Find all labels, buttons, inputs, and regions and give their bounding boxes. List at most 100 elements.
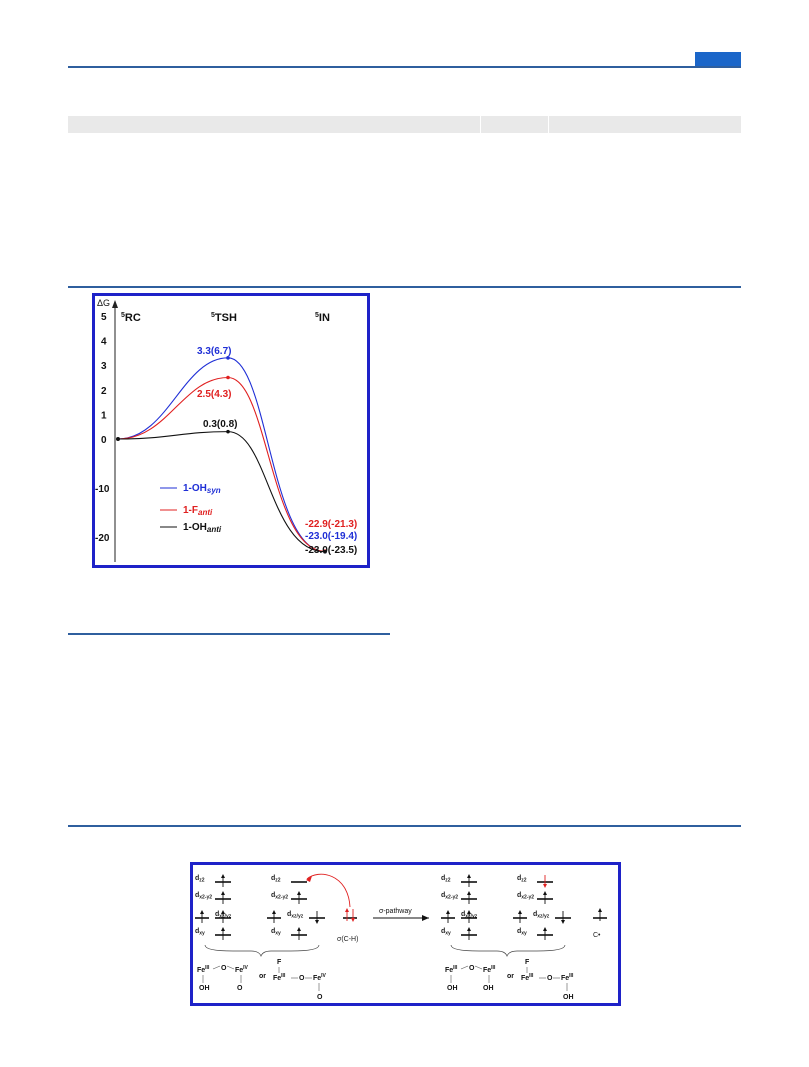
electron-arrowhead [221, 927, 225, 931]
orbital-brace [450, 944, 566, 957]
y-tick-label: -20 [95, 533, 110, 544]
y-tick-label: 3 [101, 361, 107, 372]
orbital-label: dxy [195, 928, 205, 937]
category-label-sup: 5 [315, 312, 319, 319]
orbital-label-sub: x2-y2 [275, 895, 288, 901]
orbital-label: dxy [517, 928, 527, 937]
orbital-label-main: d [271, 875, 275, 882]
electron-arrowhead [446, 910, 450, 914]
or-label: or [259, 973, 266, 980]
orbital-label: dx2-y2 [195, 892, 212, 901]
legend-entry-sub: anti [198, 508, 213, 517]
header-rule [68, 66, 741, 68]
fe-symbol: Fe [273, 975, 281, 982]
y-axis-arrow [112, 300, 118, 308]
fe-label: FeIII [521, 973, 534, 982]
data-label: -22.9(-21.3) [305, 519, 357, 530]
orbital-brace [204, 944, 320, 957]
oxo-label: O [299, 975, 305, 982]
section-rule [68, 825, 741, 827]
page-tab-marker [695, 52, 741, 66]
orbital-label-main: d [195, 928, 199, 935]
orbital-label-main: d [441, 892, 445, 899]
fe-label: FeIV [235, 965, 249, 974]
fe-oxidation-state: III [205, 965, 210, 971]
terminal-ligand-label: O [237, 985, 243, 992]
fe-oxidation-state: III [569, 973, 574, 979]
category-label: 5TSH [211, 312, 237, 324]
orbital-label-main: d [271, 928, 275, 935]
fe-symbol: Fe [483, 967, 491, 974]
section-rule [68, 286, 741, 288]
electron-arrowhead [467, 891, 471, 895]
data-label: 0.3(0.8) [203, 419, 237, 430]
or-label: or [507, 973, 514, 980]
fe-oxidation-state: III [281, 973, 286, 979]
legend-entry-main: 1-F [183, 505, 198, 516]
orbital-label-main: d [195, 875, 199, 882]
orbital-label-sub: xy [445, 931, 451, 937]
data-point [226, 429, 230, 434]
fe-iii-label: FeIII [445, 965, 458, 974]
legend-entry-sub: syn [207, 486, 221, 495]
electron-arrowhead [297, 891, 301, 895]
orbital-label-main: d [441, 875, 445, 882]
pathway-label: σ-pathway [379, 908, 412, 915]
category-label-sup: 5 [121, 312, 125, 319]
oxo-label: O [221, 965, 227, 972]
orbital-label-sub: z2 [445, 878, 451, 884]
fe-label: FeIII [273, 973, 286, 982]
y-tick-label: 2 [101, 386, 107, 397]
bond [460, 965, 469, 970]
fluoro-label: F [277, 959, 282, 966]
category-label: 5RC [121, 312, 141, 324]
table-header-band [68, 116, 741, 133]
orbital-label-sub: z2 [199, 878, 205, 884]
hydroxo-label: OH [447, 985, 458, 992]
fe-iii-label: FeIII [197, 965, 210, 974]
fe-symbol: Fe [197, 967, 205, 974]
orbital-label-sub: xy [275, 931, 281, 937]
orbital-label-sub: z2 [275, 878, 281, 884]
oxo-label: O [469, 965, 475, 972]
orbital-label: dxy [271, 928, 281, 937]
orbital-label-sub: x2-y2 [521, 895, 534, 901]
orbital-label-main: d [215, 911, 219, 918]
table-column-divider [480, 116, 481, 133]
y-tick-label: 5 [101, 312, 107, 323]
orbital-label-sub: z2 [521, 878, 527, 884]
orbital-label-main: d [517, 875, 521, 882]
fluoro-label: F [525, 959, 530, 966]
orbital-label: dxz/yz [287, 911, 304, 920]
data-point [226, 375, 230, 380]
electron-arrowhead [221, 891, 225, 895]
pathway-arrowhead [422, 915, 429, 921]
orbital-label: dxy [441, 928, 451, 937]
legend-entry-main: 1-OH [183, 483, 207, 494]
legend-entry: 1-OHanti [183, 522, 222, 534]
y-axis-label: ΔG [97, 298, 110, 308]
orbital-label-sub: xy [199, 931, 205, 937]
y-tick-label: 1 [101, 410, 107, 421]
orbital-label-main: d [441, 928, 445, 935]
orbital-label-main: d [287, 911, 291, 918]
orbital-label-sub: xz/yz [291, 914, 303, 920]
legend-entry-main: 1-OH [183, 522, 207, 533]
orbital-label-sub: xz/yz [465, 914, 477, 920]
terminal-ligand-label: OH [483, 985, 494, 992]
orbital-label: dz2 [517, 875, 527, 884]
fe-oxidation-state: IV [321, 973, 326, 979]
electron-arrowhead [200, 910, 204, 914]
electron-arrowhead [351, 918, 355, 922]
electron-arrowhead [467, 910, 471, 914]
data-point [116, 437, 120, 441]
fe-label: FeIII [561, 973, 574, 982]
data-label: 2.5(4.3) [197, 389, 231, 400]
fe-symbol: Fe [313, 975, 321, 982]
category-label-sup: 5 [211, 312, 215, 319]
orbital-label: dxz/yz [461, 911, 478, 920]
category-label-main: IN [319, 312, 330, 324]
hydroxo-label: OH [199, 985, 210, 992]
orbital-label: dxz/yz [533, 911, 550, 920]
fe-label: FeIV [313, 973, 327, 982]
